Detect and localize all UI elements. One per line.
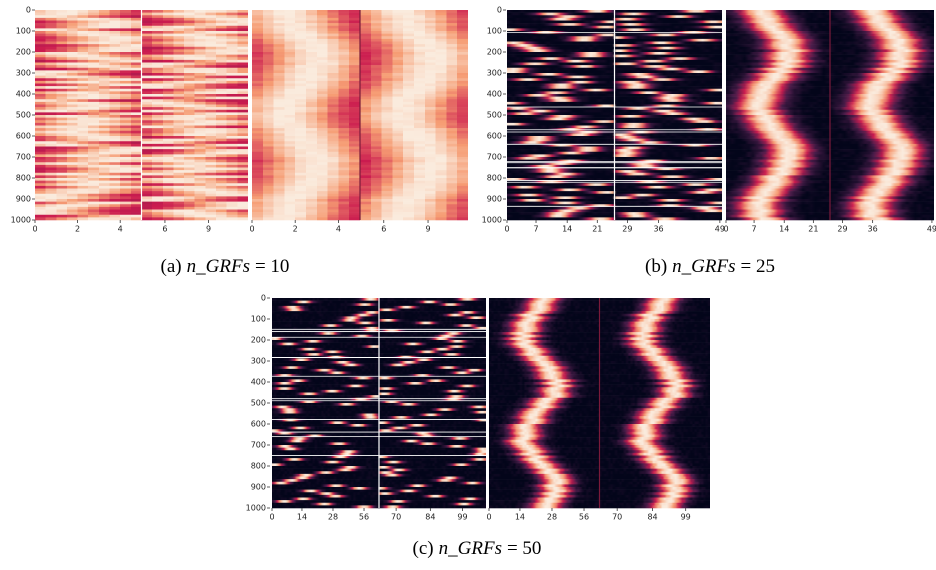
caption: (b) n_GRFs = 25 xyxy=(645,256,775,277)
x-tick-label: 6 xyxy=(381,225,386,234)
x-tick-label: 7 xyxy=(533,225,538,234)
x-tick-label: 28 xyxy=(328,513,338,522)
x-tick-label: 2 xyxy=(293,225,298,234)
x-tick-label: 21 xyxy=(808,225,818,234)
x-tick-label: 28 xyxy=(547,513,557,522)
y-tick-label: 100 xyxy=(487,27,502,36)
y-tick-label: 800 xyxy=(251,462,266,471)
x-tick-label: 9 xyxy=(206,225,211,234)
y-tick-label: 700 xyxy=(487,153,502,162)
y-tick-label: 600 xyxy=(251,420,266,429)
y-tick-label: 900 xyxy=(16,195,31,204)
y-tick-label: 1000 xyxy=(246,504,266,513)
y-tick-label: 200 xyxy=(487,48,502,57)
y-tick-label: 100 xyxy=(251,315,266,324)
y-tick-label: 800 xyxy=(487,174,502,183)
caption-label: (c) xyxy=(413,538,434,559)
y-tick-label: 400 xyxy=(251,378,266,387)
x-tick-label: 29 xyxy=(622,225,632,234)
y-tick-label: 1000 xyxy=(482,216,502,225)
y-tick-label: 900 xyxy=(251,483,266,492)
x-tick-label: 9 xyxy=(425,225,430,234)
x-tick-label: 6 xyxy=(162,225,167,234)
caption-variable: n_GRFs xyxy=(672,256,735,277)
y-tick-label: 600 xyxy=(16,132,31,141)
caption-variable: n_GRFs xyxy=(439,538,502,559)
x-tick-label: 0 xyxy=(32,225,37,234)
x-tick-label: 14 xyxy=(562,225,572,234)
caption-variable: n_GRFs xyxy=(187,256,250,277)
x-tick-label: 14 xyxy=(515,513,525,522)
y-tick-label: 700 xyxy=(16,153,31,162)
x-tick-label: 2 xyxy=(75,225,80,234)
x-tick-label: 36 xyxy=(653,225,663,234)
y-tick-label: 300 xyxy=(487,69,502,78)
y-tick-label: 400 xyxy=(487,90,502,99)
y-tick-label: 100 xyxy=(16,27,31,36)
x-tick-label: 7 xyxy=(752,225,757,234)
x-tick-label: 99 xyxy=(681,513,691,522)
caption: (a) n_GRFs = 10 xyxy=(161,256,290,277)
x-tick-label: 84 xyxy=(647,513,657,522)
y-tick-label: 0 xyxy=(261,294,266,303)
y-tick-label: 500 xyxy=(16,111,31,120)
caption-label: (a) xyxy=(161,256,182,277)
y-tick-label: 200 xyxy=(251,336,266,345)
y-tick-label: 500 xyxy=(487,111,502,120)
x-tick-label: 70 xyxy=(612,513,622,522)
x-tick-label: 49 xyxy=(927,225,936,234)
x-tick-label: 21 xyxy=(592,225,602,234)
y-tick-label: 200 xyxy=(16,48,31,57)
caption-relation: = 50 xyxy=(507,538,541,559)
y-tick-label: 800 xyxy=(16,174,31,183)
x-tick-label: 0 xyxy=(504,225,509,234)
y-tick-label: 300 xyxy=(16,69,31,78)
y-tick-label: 500 xyxy=(251,399,266,408)
y-tick-label: 1000 xyxy=(11,216,31,225)
x-tick-label: 70 xyxy=(391,513,401,522)
x-tick-label: 56 xyxy=(359,513,369,522)
y-tick-label: 300 xyxy=(251,357,266,366)
x-tick-label: 36 xyxy=(868,225,878,234)
x-tick-label: 4 xyxy=(118,225,123,234)
x-tick-label: 0 xyxy=(249,225,254,234)
y-tick-label: 600 xyxy=(487,132,502,141)
x-tick-label: 0 xyxy=(486,513,491,522)
x-tick-label: 49 xyxy=(715,225,725,234)
caption-relation: = 10 xyxy=(255,256,289,277)
x-tick-label: 14 xyxy=(297,513,307,522)
caption-label: (b) xyxy=(645,256,667,277)
x-tick-label: 14 xyxy=(779,225,789,234)
x-tick-label: 29 xyxy=(837,225,847,234)
x-tick-label: 56 xyxy=(579,513,589,522)
caption: (c) n_GRFs = 50 xyxy=(413,538,542,559)
x-tick-label: 0 xyxy=(723,225,728,234)
x-tick-label: 84 xyxy=(425,513,435,522)
y-tick-label: 0 xyxy=(497,6,502,15)
x-tick-label: 0 xyxy=(269,513,274,522)
y-tick-label: 700 xyxy=(251,441,266,450)
x-tick-label: 99 xyxy=(457,513,467,522)
y-tick-label: 900 xyxy=(487,195,502,204)
caption-relation: = 25 xyxy=(741,256,775,277)
y-tick-label: 0 xyxy=(26,6,31,15)
x-tick-label: 4 xyxy=(336,225,341,234)
y-tick-label: 400 xyxy=(16,90,31,99)
